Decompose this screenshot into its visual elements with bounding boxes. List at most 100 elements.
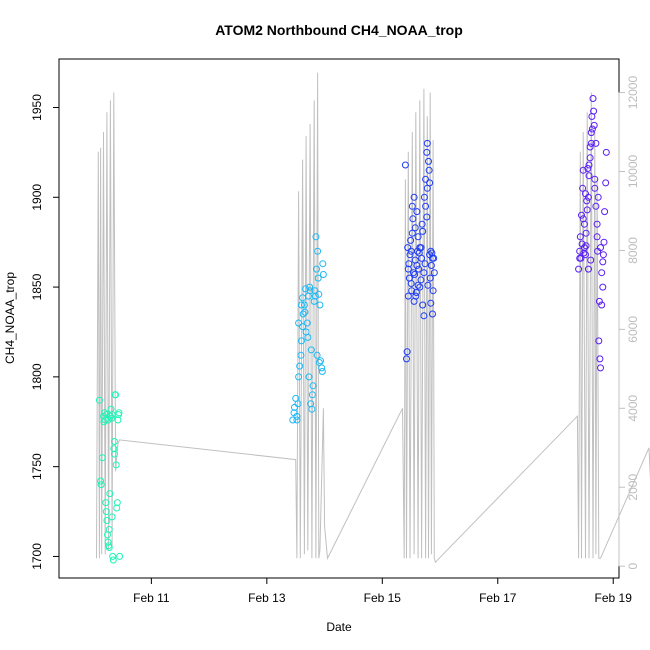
data-point-series-4: [579, 166, 587, 174]
scatter-points-layer: [95, 95, 610, 564]
data-point-series-3: [403, 355, 410, 363]
data-point-series-2: [317, 357, 324, 365]
data-point-series-2: [312, 233, 320, 241]
data-point-series-2: [305, 373, 313, 381]
data-point-series-2: [300, 301, 308, 309]
chart-title: ATOM2 Northbound CH4_NOAA_trop: [215, 22, 463, 38]
data-point-series-4: [591, 175, 599, 183]
data-point-series-1: [97, 477, 105, 485]
data-point-series-3: [410, 269, 417, 277]
y-tick-label: 1800: [30, 363, 44, 390]
data-point-series-1: [109, 556, 117, 564]
y-tick-label: 1950: [30, 94, 44, 121]
data-point-series-1: [98, 454, 106, 462]
data-point-series-3: [412, 289, 420, 296]
data-point-series-1: [116, 552, 124, 560]
data-point-series-4: [592, 202, 600, 210]
data-point-series-4: [588, 125, 596, 133]
data-point-series-3: [405, 260, 413, 268]
data-point-series-3: [403, 348, 411, 356]
data-point-series-3: [423, 213, 431, 221]
data-point-series-3: [407, 236, 415, 244]
data-point-series-4: [582, 229, 590, 237]
data-point-series-4: [593, 233, 601, 241]
data-point-series-4: [599, 251, 607, 259]
data-point-series-4: [595, 337, 603, 345]
data-point-series-3: [416, 283, 424, 291]
y-tick-label: 1700: [30, 543, 44, 570]
data-point-series-2: [304, 333, 312, 341]
data-point-series-2: [289, 416, 297, 424]
altitude-trace-layer: [96, 72, 650, 564]
data-point-series-2: [307, 346, 315, 354]
y-tick-label: 1850: [30, 273, 44, 300]
data-point-series-3: [414, 247, 421, 255]
y-tick-label: 1900: [30, 184, 44, 211]
y2-tick-label: 10000: [626, 154, 640, 188]
data-point-series-4: [578, 240, 586, 248]
data-point-series-1: [97, 481, 105, 489]
data-point-series-4: [587, 139, 595, 147]
data-point-series-4: [599, 258, 607, 266]
data-point-series-3: [426, 274, 434, 282]
plot-frame: [58, 58, 620, 579]
x-tick-label: Feb 15: [364, 591, 402, 605]
data-point-series-4: [580, 244, 588, 252]
data-point-series-3: [414, 233, 422, 241]
data-point-series-2: [311, 292, 319, 300]
data-point-series-3: [430, 269, 438, 277]
data-point-series-4: [598, 301, 606, 309]
data-point-series-1: [102, 508, 110, 516]
y-axis-label: CH4_NOAA_trop: [3, 272, 17, 364]
data-point-series-4: [597, 244, 604, 252]
data-point-series-3: [418, 220, 426, 228]
data-point-series-1: [101, 409, 109, 417]
data-point-series-1: [112, 391, 120, 399]
data-point-series-4: [585, 161, 593, 169]
data-point-series-4: [592, 139, 600, 147]
data-point-series-2: [299, 310, 307, 318]
data-point-series-1: [109, 552, 117, 560]
data-point-series-4: [582, 242, 590, 250]
data-point-series-4: [601, 208, 609, 216]
data-point-series-2: [311, 287, 319, 295]
data-point-series-2: [309, 382, 317, 390]
data-point-series-3: [417, 276, 425, 284]
altitude-line: [96, 72, 650, 564]
data-point-series-1: [115, 409, 123, 417]
data-point-series-3: [410, 297, 418, 305]
data-point-series-2: [295, 373, 303, 381]
data-point-series-1: [106, 490, 114, 498]
y2-tick-label: 6000: [626, 316, 640, 343]
data-point-series-3: [427, 299, 435, 307]
data-point-series-3: [428, 249, 436, 257]
data-point-series-3: [427, 247, 435, 255]
x-tick-label: Feb 13: [248, 591, 286, 605]
data-point-series-2: [313, 265, 320, 273]
data-point-series-4: [582, 251, 589, 259]
data-point-series-3: [419, 227, 427, 235]
data-point-series-4: [597, 364, 604, 372]
data-point-series-4: [578, 211, 585, 219]
data-point-series-4: [583, 197, 591, 205]
data-point-series-1: [95, 396, 103, 404]
data-point-series-4: [587, 129, 595, 137]
data-point-series-3: [415, 265, 423, 273]
x-axis-label: Date: [326, 620, 352, 634]
data-point-series-4: [602, 179, 610, 187]
data-point-series-2: [294, 400, 302, 408]
data-point-series-1: [113, 499, 121, 507]
y2-tick-label: 8000: [626, 237, 640, 264]
data-point-series-2: [299, 323, 307, 331]
data-point-series-4: [586, 154, 594, 162]
data-point-series-4: [575, 265, 583, 273]
data-point-series-1: [104, 416, 112, 424]
data-point-series-1: [100, 418, 108, 426]
data-point-series-1: [112, 461, 120, 469]
data-point-series-2: [314, 247, 322, 255]
data-point-series-2: [296, 362, 304, 370]
data-point-series-4: [598, 269, 606, 277]
data-point-series-2: [318, 368, 326, 375]
data-point-series-3: [409, 215, 417, 223]
